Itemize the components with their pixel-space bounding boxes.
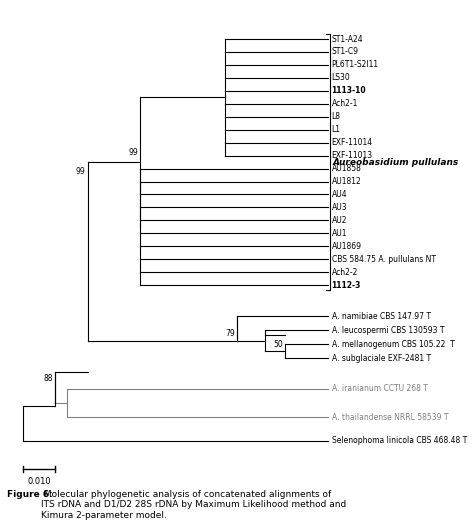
Text: A. thailandense NRRL 58539 T: A. thailandense NRRL 58539 T — [332, 413, 448, 422]
Text: L8: L8 — [332, 112, 341, 121]
Text: AU1: AU1 — [332, 229, 347, 238]
Text: L1: L1 — [332, 125, 341, 134]
Text: AU3: AU3 — [332, 203, 347, 212]
Text: AU1858: AU1858 — [332, 164, 361, 173]
Text: A. iranianum CCTU 268 T: A. iranianum CCTU 268 T — [332, 384, 427, 393]
Text: A. leucospermi CBS 130593 T: A. leucospermi CBS 130593 T — [332, 326, 444, 335]
Text: A. namibiae CBS 147.97 T: A. namibiae CBS 147.97 T — [332, 312, 431, 321]
Text: AU4: AU4 — [332, 190, 347, 199]
Text: EXF-11013: EXF-11013 — [332, 151, 373, 160]
Text: CBS 584.75 A. pullulans NT: CBS 584.75 A. pullulans NT — [332, 255, 436, 264]
Text: Molecular phylogenetic analysis of concatenated alignments of
ITS rDNA and D1/D2: Molecular phylogenetic analysis of conca… — [41, 490, 347, 519]
Text: ST1-C9: ST1-C9 — [332, 48, 358, 57]
Text: 1112-3: 1112-3 — [332, 280, 361, 290]
Text: 99: 99 — [76, 167, 86, 176]
Text: EXF-11014: EXF-11014 — [332, 138, 373, 147]
Text: 1113-10: 1113-10 — [332, 86, 366, 95]
Text: Figure 6:: Figure 6: — [7, 490, 52, 499]
Text: LS30: LS30 — [332, 74, 350, 83]
Text: ST1-A24: ST1-A24 — [332, 34, 363, 43]
Text: 50: 50 — [273, 340, 283, 349]
Text: 99: 99 — [128, 148, 138, 157]
Text: 0.010: 0.010 — [27, 477, 51, 486]
Text: 88: 88 — [44, 375, 53, 384]
Text: A. subglaciale EXF-2481 T: A. subglaciale EXF-2481 T — [332, 354, 431, 363]
Text: AU1812: AU1812 — [332, 177, 361, 186]
Text: Ach2-2: Ach2-2 — [332, 268, 358, 277]
Text: Aureobasidium pullulans: Aureobasidium pullulans — [332, 158, 459, 167]
Text: Ach2-1: Ach2-1 — [332, 99, 358, 108]
Text: PL6T1-S2I11: PL6T1-S2I11 — [332, 60, 379, 69]
Text: AU2: AU2 — [332, 216, 347, 225]
Text: AU1869: AU1869 — [332, 242, 362, 251]
Text: 79: 79 — [225, 329, 235, 338]
Text: A. mellanogenum CBS 105.22  T: A. mellanogenum CBS 105.22 T — [332, 340, 454, 349]
Text: Selenophoma linicola CBS 468.48 T: Selenophoma linicola CBS 468.48 T — [332, 436, 467, 445]
